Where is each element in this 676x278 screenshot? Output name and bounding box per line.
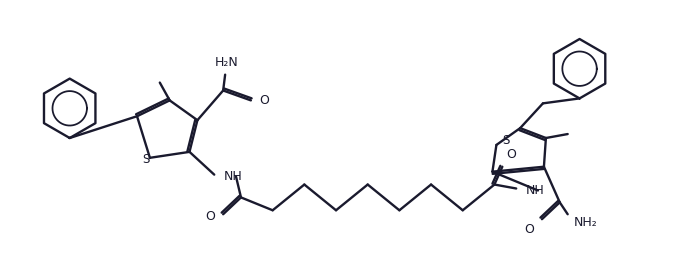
Text: O: O [506, 148, 516, 161]
Text: NH: NH [526, 184, 545, 197]
Text: O: O [524, 223, 534, 236]
Text: S: S [502, 135, 510, 148]
Text: NH₂: NH₂ [574, 216, 598, 229]
Text: O: O [259, 94, 268, 107]
Text: H₂N: H₂N [215, 56, 239, 69]
Text: NH: NH [224, 170, 243, 183]
Text: S: S [142, 153, 149, 166]
Text: O: O [206, 210, 215, 223]
